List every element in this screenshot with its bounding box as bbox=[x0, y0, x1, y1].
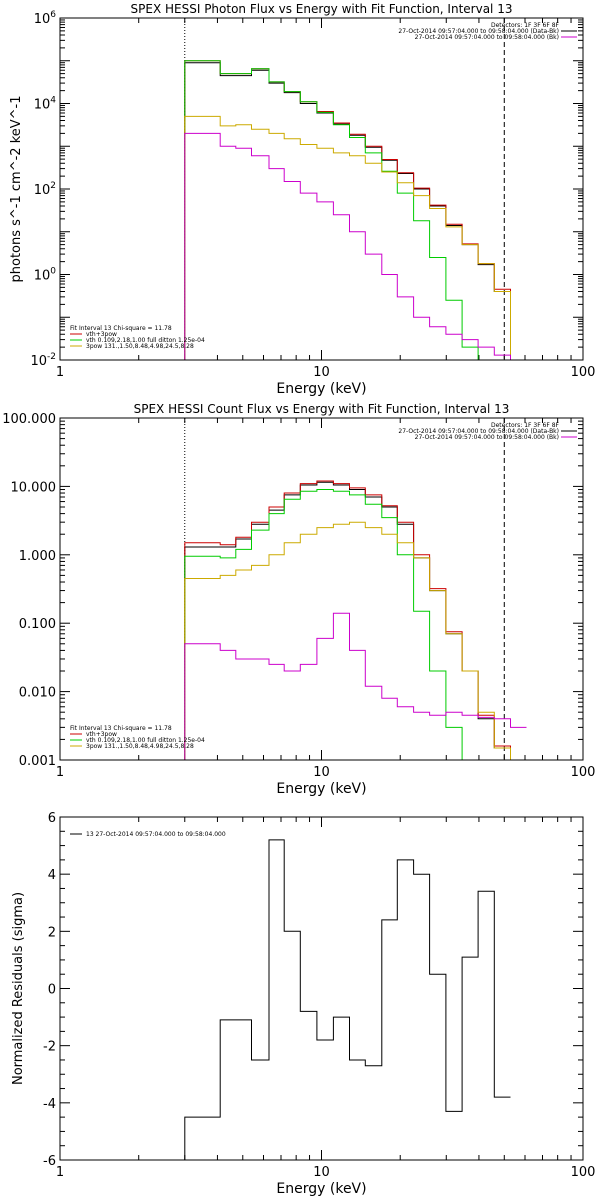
y-tick-label: 1.000 bbox=[19, 549, 56, 564]
x-axis-label: Energy (keV) bbox=[276, 781, 366, 797]
legend-left-item: 3pow 131.,1.50,8.48,4.98,24.5,8.28 bbox=[86, 343, 194, 350]
series-line-4 bbox=[184, 115, 511, 360]
legend-right-item: 27-Oct-2014 09:57:04.000 to 09:58:04.000… bbox=[415, 434, 559, 441]
y-tick-label: -6 bbox=[43, 1154, 56, 1169]
x-axis-label: Energy (keV) bbox=[276, 1181, 366, 1197]
legend-left-item: 13 27-Oct-2014 09:57:04.000 to 09:58:04.… bbox=[86, 831, 226, 838]
legend-right-item: 27-Oct-2014 09:57:04.000 to 09:58:04.000… bbox=[398, 428, 559, 435]
y-tick-label: -4 bbox=[43, 1097, 56, 1112]
y-axis-label: photons s^-1 cm^-2 keV^-1 bbox=[9, 95, 24, 282]
series-line-4 bbox=[184, 521, 527, 760]
y-tick-label: 104 bbox=[34, 96, 57, 113]
legend-left-item: Fit Interval 13 Chi-square = 11.78 bbox=[70, 325, 172, 332]
y-tick-label: 100 bbox=[34, 267, 57, 284]
y-tick-label: 0.001 bbox=[19, 754, 56, 769]
legend-left-item: vth 0.109,2.18,1.00 full ditton 1.25e-04 bbox=[86, 737, 205, 744]
panel-3: 1 10 100 -6 -4 -2 0 2 4 6 Energy (keV) Normalized R… bbox=[11, 811, 595, 1197]
legend-right-item: 27-Oct-2014 09:57:04.000 to 09:58:04.000… bbox=[415, 34, 559, 41]
legend-left-item: Fit Interval 13 Chi-square = 11.78 bbox=[70, 725, 172, 732]
y-tick-label: 10.000 bbox=[11, 480, 57, 495]
series-line-5 bbox=[184, 612, 527, 760]
plot-frame bbox=[59, 417, 584, 761]
y-tick-label: 0 bbox=[48, 983, 56, 998]
chart-title: SPEX HESSI Photon Flux vs Energy with Fi… bbox=[131, 2, 513, 16]
y-tick-label: 4 bbox=[48, 868, 56, 883]
y-tick-label: 6 bbox=[48, 811, 56, 826]
legend-left-item: vth+3pow bbox=[86, 331, 117, 338]
x-tick-label: 100 bbox=[571, 1165, 596, 1180]
legend-right-item: 27-Oct-2014 09:57:04.000 to 09:58:04.000… bbox=[398, 28, 559, 35]
x-tick-label: 10 bbox=[313, 365, 330, 380]
x-tick-label: 100 bbox=[571, 765, 596, 780]
panel-1: SPEX HESSI Photon Flux vs Energy with Fi… bbox=[9, 2, 596, 397]
legend-right-item: Detectors: 1F 3F 6F 8F bbox=[491, 422, 560, 429]
y-axis-label: Normalized Residuals (sigma) bbox=[11, 892, 26, 1085]
x-axis-label: Energy (keV) bbox=[276, 381, 366, 397]
series-line-3 bbox=[184, 60, 479, 360]
series-line-5 bbox=[184, 132, 527, 360]
y-tick-label: 2 bbox=[48, 925, 56, 940]
plot-frame bbox=[59, 816, 584, 1161]
panel-2: SPEX HESSI Count Flux vs Energy with Fit… bbox=[2, 402, 596, 797]
legend-left-item: 3pow 131.,1.50,8.48,4.98,24.5,8.28 bbox=[86, 743, 194, 750]
y-tick-label: 0.100 bbox=[19, 617, 56, 632]
y-tick-label: 10-2 bbox=[30, 352, 56, 369]
x-tick-label: 10 bbox=[313, 765, 330, 780]
x-tick-label: 1 bbox=[56, 365, 64, 380]
legend-left-item: vth 0.109,2.18,1.00 full ditton 1.25e-04 bbox=[86, 337, 205, 344]
series-line-1 bbox=[184, 839, 511, 1160]
series-line-3 bbox=[184, 489, 463, 760]
legend-right-item: Detectors: 1F 3F 6F 8F bbox=[491, 22, 560, 29]
plot-frame bbox=[59, 17, 584, 361]
chart-title: SPEX HESSI Count Flux vs Energy with Fit… bbox=[134, 402, 510, 416]
series-line-1 bbox=[184, 481, 511, 760]
y-tick-label: 106 bbox=[34, 10, 57, 27]
series-line-1 bbox=[184, 62, 511, 360]
x-tick-label: 100 bbox=[571, 365, 596, 380]
series-line-2 bbox=[184, 480, 511, 760]
y-tick-label: 102 bbox=[34, 181, 56, 198]
x-tick-label: 10 bbox=[313, 1165, 330, 1180]
series-line-2 bbox=[184, 60, 527, 360]
legend-left-item: vth+3pow bbox=[86, 731, 117, 738]
y-tick-label: 100.000 bbox=[2, 412, 56, 427]
x-tick-label: 1 bbox=[56, 765, 64, 780]
y-tick-label: -2 bbox=[43, 1040, 56, 1055]
y-tick-label: 0.010 bbox=[19, 686, 56, 701]
x-tick-label: 1 bbox=[56, 1165, 64, 1180]
